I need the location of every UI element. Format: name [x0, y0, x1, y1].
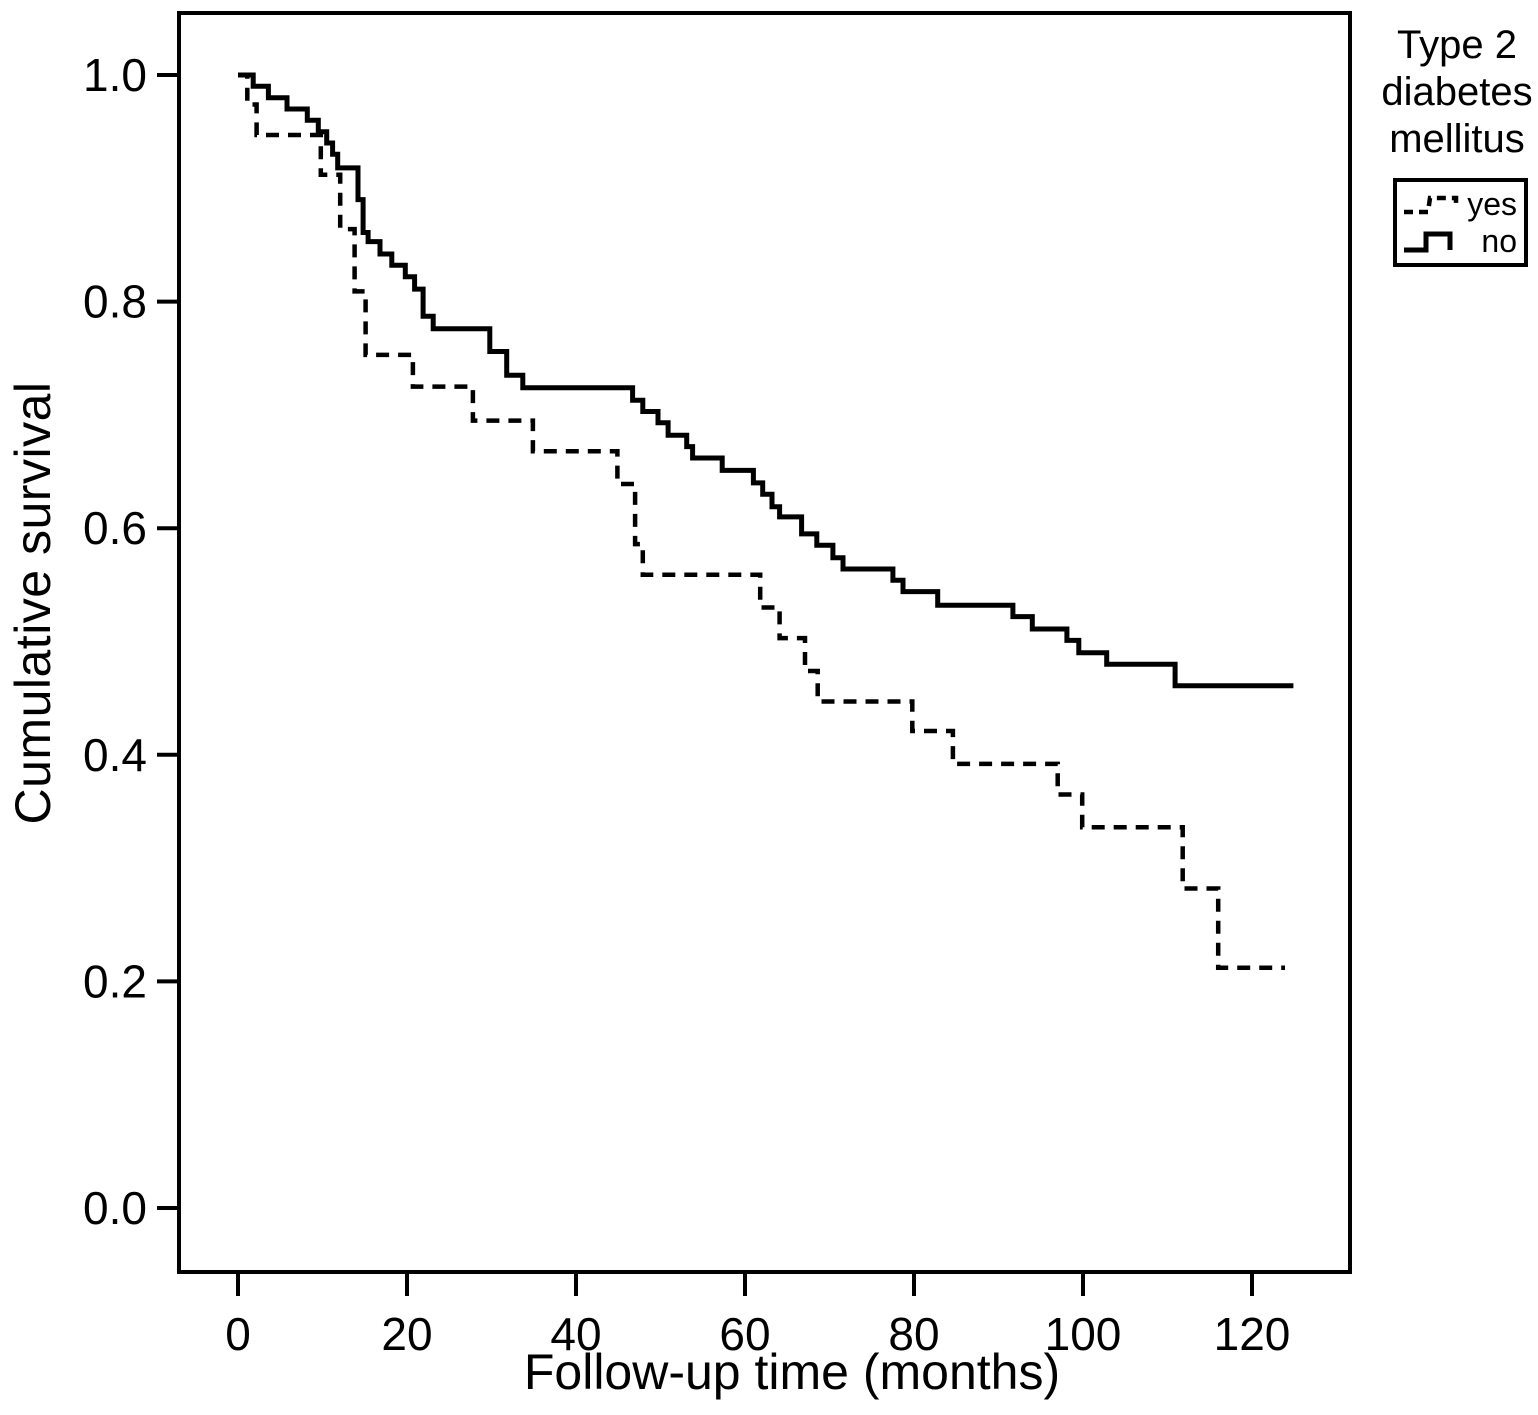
y-tick-label: 0.0	[83, 1182, 147, 1234]
y-tick-label: 0.2	[83, 955, 147, 1007]
y-tick-label: 0.8	[83, 276, 147, 328]
survival-curve-no	[238, 72, 1294, 689]
x-tick-label: 80	[888, 1308, 939, 1360]
plot-frame	[177, 11, 1352, 1274]
legend-entry-no: no	[1402, 225, 1519, 257]
x-tick-label: 0	[225, 1308, 251, 1360]
y-tick-label: 0.6	[83, 502, 147, 554]
x-axis-title: Follow-up time (months)	[523, 1344, 1061, 1400]
legend-line-yes-icon	[1404, 196, 1459, 215]
legend-entry-yes: yes	[1402, 188, 1519, 220]
legend-line-no-icon	[1404, 231, 1453, 253]
legend-title-line: Type 2	[1396, 23, 1518, 67]
y-axis-title: Cumulative survival	[5, 381, 61, 825]
x-tick-label: 120	[1214, 1308, 1291, 1360]
legend-label-no: no	[1481, 222, 1517, 259]
x-tick-label: 100	[1045, 1308, 1122, 1360]
survival-curve-yes	[238, 72, 1285, 971]
legend-title-line: diabetes	[1381, 70, 1533, 115]
y-tick-label: 0.4	[83, 729, 147, 781]
legend-title: Type 2 diabetes mellitus	[1376, 22, 1538, 164]
x-tick-label: 40	[550, 1308, 601, 1360]
legend-label-yes: yes	[1467, 186, 1517, 223]
x-tick-label: 20	[381, 1308, 432, 1360]
legend-title-line: mellitus	[1389, 117, 1525, 162]
x-tick-label: 60	[719, 1308, 770, 1360]
legend-box: yes no	[1393, 178, 1528, 267]
y-tick-label: 1.0	[83, 49, 147, 101]
